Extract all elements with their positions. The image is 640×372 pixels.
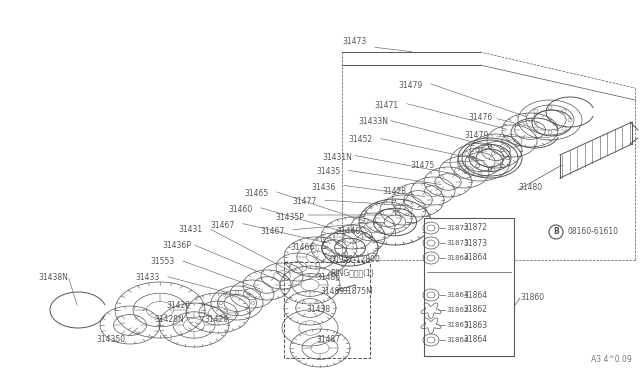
Text: 31428N: 31428N	[154, 315, 184, 324]
Text: 31480: 31480	[518, 183, 542, 192]
Text: 00922-12800: 00922-12800	[330, 256, 381, 264]
Text: 31872: 31872	[446, 225, 468, 231]
Text: 31473: 31473	[342, 38, 366, 46]
Text: 31438N: 31438N	[38, 273, 68, 282]
Text: 31862: 31862	[446, 307, 468, 313]
Text: 31431N: 31431N	[322, 153, 352, 161]
Text: 31864: 31864	[463, 291, 487, 299]
Text: 31864: 31864	[446, 255, 468, 261]
Text: 31864: 31864	[463, 336, 487, 344]
Text: 31465: 31465	[244, 189, 268, 198]
Bar	[284, 262, 370, 358]
Text: RINGリング(1): RINGリング(1)	[330, 269, 374, 278]
Text: 31436: 31436	[311, 183, 335, 192]
Text: 31466: 31466	[290, 244, 314, 253]
Text: 31452: 31452	[348, 135, 372, 144]
Text: 31873: 31873	[463, 238, 487, 247]
Text: 31479: 31479	[398, 80, 422, 90]
Text: 314350: 314350	[96, 336, 125, 344]
Text: 31436P: 31436P	[162, 241, 191, 250]
Text: 31476: 31476	[468, 113, 492, 122]
Text: 31860: 31860	[520, 294, 544, 302]
Text: 31429: 31429	[166, 301, 190, 310]
Text: 31864: 31864	[463, 253, 487, 263]
Text: 31863: 31863	[463, 321, 487, 330]
Text: 31475: 31475	[410, 160, 435, 170]
Text: 31873: 31873	[446, 240, 468, 246]
Text: 31471: 31471	[374, 100, 398, 109]
Text: 08160-61610: 08160-61610	[567, 228, 618, 237]
Text: 31438: 31438	[306, 305, 330, 314]
Text: 31420: 31420	[204, 315, 228, 324]
Text: 31428: 31428	[382, 187, 406, 196]
Text: 31872: 31872	[463, 224, 487, 232]
Text: 31477: 31477	[292, 198, 316, 206]
Text: 31431: 31431	[178, 225, 202, 234]
Text: B: B	[553, 228, 559, 237]
Text: 31435: 31435	[316, 167, 340, 176]
Text: 31440: 31440	[336, 228, 360, 237]
Text: 31862: 31862	[463, 305, 487, 314]
Text: 31486: 31486	[316, 273, 340, 282]
Text: 31467: 31467	[210, 221, 234, 230]
Text: 31875M: 31875M	[342, 288, 372, 296]
Text: 31467: 31467	[260, 228, 284, 237]
Text: 31460: 31460	[228, 205, 252, 214]
Text: 31864: 31864	[446, 292, 468, 298]
Text: 31553: 31553	[150, 257, 174, 266]
Text: 31863: 31863	[446, 322, 468, 328]
Bar	[424, 218, 514, 356]
Text: 31433: 31433	[135, 273, 159, 282]
Text: 31864: 31864	[446, 337, 468, 343]
Text: 31479: 31479	[464, 131, 488, 141]
Text: 31489: 31489	[320, 288, 344, 296]
Text: 31435P: 31435P	[275, 212, 304, 221]
Text: 31487: 31487	[316, 336, 340, 344]
Text: A3 4^0.09: A3 4^0.09	[591, 355, 632, 364]
Text: 31433N: 31433N	[358, 118, 388, 126]
